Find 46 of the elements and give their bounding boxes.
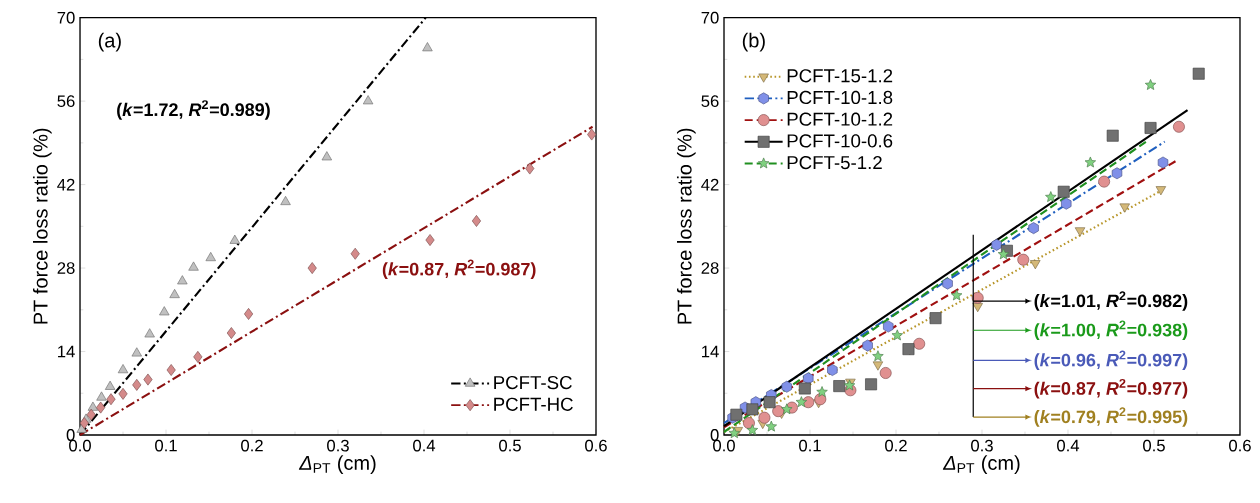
y-tick-label: 70 bbox=[57, 11, 75, 24]
annotation: (k=1.01, R$^{2}$=0.982) bbox=[1034, 291, 1188, 311]
legend-label: PCFT-10-1.8 bbox=[787, 90, 893, 105]
text: (a) bbox=[98, 32, 121, 52]
y-tick-label: 0 bbox=[710, 429, 719, 441]
annotation: (k=0.87, R$^{2}$=0.977) bbox=[1034, 378, 1188, 399]
x-tick-label: 0.0 bbox=[713, 439, 735, 452]
legend-label: PCFT-5-1.2 bbox=[787, 155, 882, 170]
annotation: (k=1.00, R$^{2}$=0.938) bbox=[1034, 320, 1188, 340]
x-axis-title: Δ$_{PT}$ (cm) bbox=[298, 455, 376, 474]
x-tick-label: 0.4 bbox=[1057, 439, 1080, 452]
x-tick-label: 0.3 bbox=[327, 439, 349, 452]
y-tick-label: 14 bbox=[702, 345, 719, 358]
y-tick-label: 14 bbox=[58, 345, 75, 358]
annotation: (k=0.87, R$^{2}$=0.987) bbox=[382, 259, 536, 280]
x-tick-label: 0.0 bbox=[69, 439, 91, 452]
y-tick-label: 28 bbox=[57, 262, 75, 274]
x-tick-label: 0.5 bbox=[499, 439, 521, 452]
x-tick-label: 0.2 bbox=[885, 439, 907, 452]
x-tick-label: 0.3 bbox=[971, 439, 993, 452]
y-tick-label: 56 bbox=[57, 95, 75, 108]
y-tick-label: 0 bbox=[66, 429, 75, 441]
text: (b) bbox=[742, 32, 765, 52]
legend-label: PCFT-SC bbox=[494, 375, 572, 390]
x-tick-label: 0.4 bbox=[413, 439, 436, 452]
y-tick-label: 28 bbox=[701, 262, 719, 274]
annotation: (k=0.79, R$^{2}$=0.995) bbox=[1034, 407, 1188, 427]
y-axis-title: PT force loss ratio (%) bbox=[32, 128, 52, 324]
legend-label: PCFT-10-0.6 bbox=[787, 134, 893, 148]
x-tick-label: 0.1 bbox=[155, 439, 177, 452]
x-tick-label: 0.1 bbox=[799, 439, 821, 452]
y-axis-title: PT force loss ratio (%) bbox=[676, 128, 696, 324]
x-tick-label: 0.6 bbox=[585, 439, 607, 452]
legend-label: PCFT-10-1.2 bbox=[787, 112, 893, 126]
annotation: (k=0.96, R$^{2}$=0.997) bbox=[1034, 350, 1188, 371]
y-tick-label: 56 bbox=[701, 95, 719, 108]
annotation: (k=1.72, R$^{2}$=0.989) bbox=[117, 100, 270, 120]
y-tick-label: 70 bbox=[701, 11, 719, 24]
x-axis-title: Δ$_{PT}$ (cm) bbox=[942, 455, 1020, 474]
x-tick-label: 0.2 bbox=[241, 439, 263, 452]
x-tick-label: 0.6 bbox=[1229, 439, 1251, 452]
y-tick-label: 42 bbox=[57, 178, 75, 191]
legend-label: PCFT-HC bbox=[494, 397, 573, 411]
y-tick-label: 42 bbox=[701, 178, 719, 191]
legend-label: PCFT-15-1.2 bbox=[787, 69, 893, 83]
x-tick-label: 0.5 bbox=[1143, 439, 1165, 452]
